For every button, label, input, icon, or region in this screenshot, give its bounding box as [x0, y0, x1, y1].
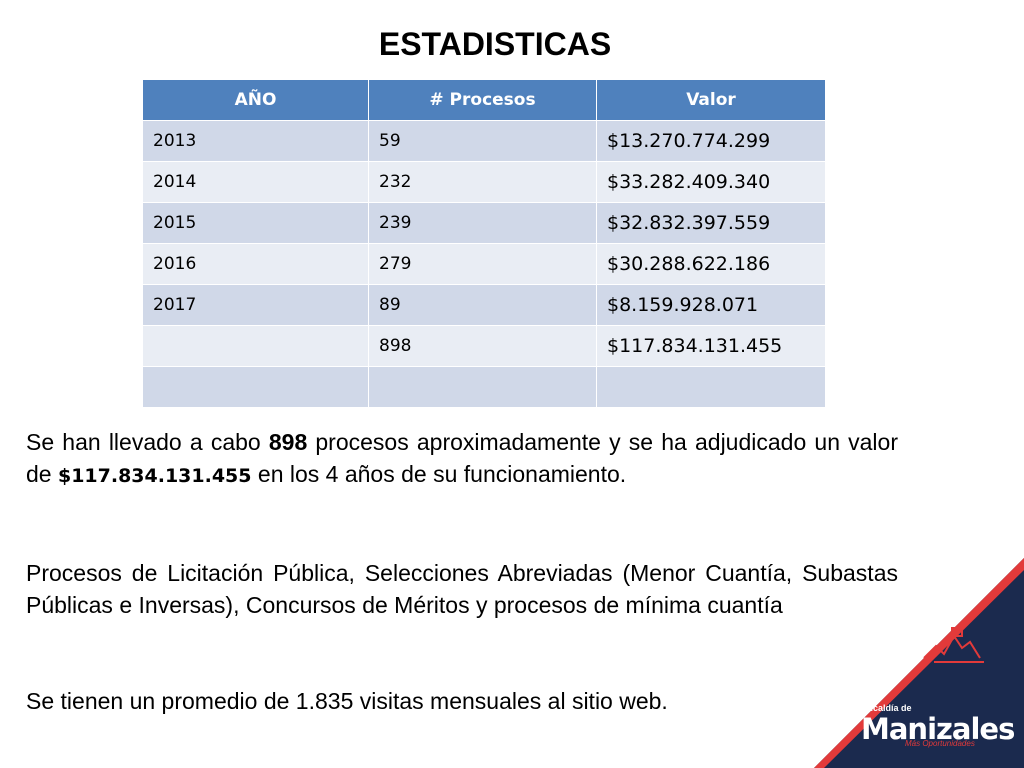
cell-year [142, 366, 369, 408]
table-row: 2016 279 $30.288.622.186 [142, 243, 826, 285]
header-value: Valor [596, 79, 826, 121]
cell-processes: 239 [368, 202, 597, 244]
summary-paragraph: Se han llevado a cabo 898 procesos aprox… [26, 426, 898, 492]
cell-value: $13.270.774.299 [596, 120, 826, 162]
cell-year [142, 325, 369, 367]
cell-value: $32.832.397.559 [596, 202, 826, 244]
table-row: 2015 239 $32.832.397.559 [142, 202, 826, 244]
summary-total-value: $117.834.131.455 [57, 465, 252, 487]
cell-value: $30.288.622.186 [596, 243, 826, 285]
summary-text-c: en los 4 años de su funcionamiento. [251, 461, 627, 487]
header-year: AÑO [142, 79, 369, 121]
logo-name: Manizales [861, 712, 1015, 746]
summary-text-a: Se han llevado a cabo [26, 429, 269, 455]
cell-value: $117.834.131.455 [596, 325, 826, 367]
cell-processes: 279 [368, 243, 597, 285]
visits-paragraph: Se tienen un promedio de 1.835 visitas m… [26, 688, 668, 714]
process-types-paragraph: Procesos de Licitación Pública, Seleccio… [26, 560, 898, 618]
logo-tagline: Más Oportunidades [905, 739, 975, 748]
logo-prefix: Alcaldía de [864, 703, 912, 713]
cell-processes [368, 366, 597, 408]
cell-year: 2017 [142, 284, 369, 326]
cell-processes: 898 [368, 325, 597, 367]
table-header-row: AÑO # Procesos Valor [142, 79, 826, 121]
cell-processes: 89 [368, 284, 597, 326]
skyline-icon [923, 627, 984, 663]
table-row-total: 898 $117.834.131.455 [142, 325, 826, 367]
summary-process-count: 898 [268, 429, 308, 455]
cell-processes: 59 [368, 120, 597, 162]
statistics-table: AÑO # Procesos Valor 2013 59 $13.270.774… [142, 79, 826, 408]
cell-value [596, 366, 826, 408]
table-row: 2013 59 $13.270.774.299 [142, 120, 826, 162]
logo-corner-graphic [814, 558, 1024, 768]
header-processes: # Procesos [368, 79, 597, 121]
cell-processes: 232 [368, 161, 597, 203]
cell-year: 2013 [142, 120, 369, 162]
cell-year: 2014 [142, 161, 369, 203]
page-title: ESTADISTICAS [378, 26, 612, 62]
cell-year: 2016 [142, 243, 369, 285]
table-row: 2014 232 $33.282.409.340 [142, 161, 826, 203]
summary-text-b: procesos aproximadamente y se ha adjudic… [26, 429, 898, 487]
table-row-empty [142, 366, 826, 408]
cell-year: 2015 [142, 202, 369, 244]
cell-value: $8.159.928.071 [596, 284, 826, 326]
cell-value: $33.282.409.340 [596, 161, 826, 203]
table-row: 2017 89 $8.159.928.071 [142, 284, 826, 326]
